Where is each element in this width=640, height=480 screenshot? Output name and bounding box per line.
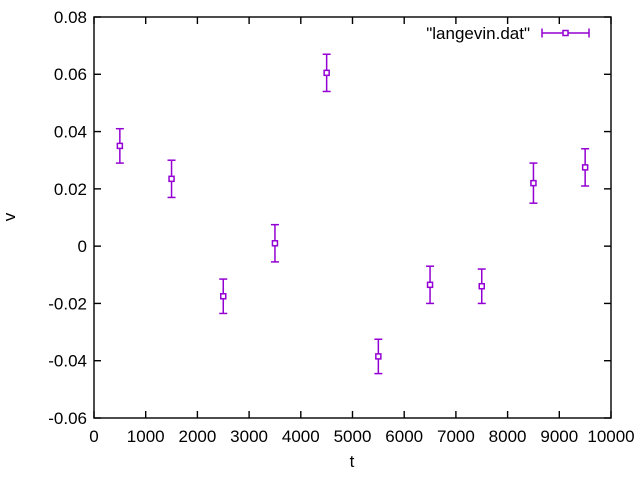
plot-border — [93, 16, 612, 419]
x-tick-label: 9000 — [540, 427, 578, 446]
data-point-marker — [323, 69, 330, 77]
legend-label: "langevin.dat" — [426, 24, 530, 43]
y-tick-label: 0.02 — [54, 180, 87, 199]
x-tick-label: 4000 — [282, 427, 320, 446]
x-tick-label: 8000 — [489, 427, 527, 446]
y-tick-label: -0.06 — [48, 409, 87, 428]
data-point-marker — [168, 175, 175, 183]
data-point-marker — [220, 293, 227, 300]
y-tick-label: -0.04 — [48, 352, 87, 371]
x-axis-label: t — [350, 452, 355, 471]
data-point-marker — [375, 353, 382, 360]
data-point-marker — [581, 164, 589, 171]
data-point-marker — [478, 282, 485, 290]
data-point-marker — [426, 281, 434, 289]
x-tick-label: 1000 — [127, 427, 165, 446]
y-axis-label: v — [0, 212, 19, 221]
x-tick-label: 10000 — [587, 427, 634, 446]
x-tick-label: 5000 — [334, 427, 372, 446]
data-point-marker — [271, 240, 279, 247]
x-tick-label: 3000 — [230, 427, 268, 446]
x-tick-label: 2000 — [178, 427, 216, 446]
y-tick-label: 0 — [78, 237, 87, 256]
data-point-marker — [116, 142, 124, 150]
y-tick-label: 0.08 — [54, 8, 87, 27]
x-tick-label: 6000 — [385, 427, 423, 446]
x-tick-label: 0 — [89, 427, 98, 446]
plot-layer: 0 1000 2000 3000 4000 5000 6000 7000 8000 9000 100… — [48, 8, 634, 446]
y-tick-label: 0.06 — [54, 65, 87, 84]
y-tick-label: -0.02 — [48, 294, 87, 313]
legend-sample-marker — [562, 29, 569, 37]
y-tick-label: 0.04 — [54, 123, 87, 142]
x-tick-label: 7000 — [437, 427, 475, 446]
data-point-marker — [530, 179, 537, 187]
